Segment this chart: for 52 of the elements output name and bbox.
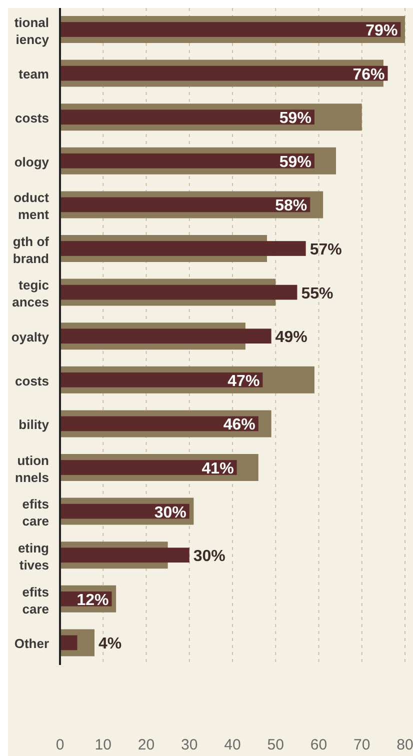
bar (60, 460, 237, 475)
y-tick-label: gth of brand (12, 234, 50, 266)
bar (60, 284, 298, 300)
data-label: 58% (275, 198, 308, 215)
x-tick-label: 20 (138, 736, 155, 754)
y-tick-label: costs (15, 373, 49, 388)
y-tick-label: efits care (22, 584, 49, 616)
y-tick-label: oyalty (11, 330, 50, 344)
data-label: 30% (193, 548, 226, 566)
x-tick-label: 40 (224, 736, 241, 754)
bar (60, 548, 190, 563)
x-tick-label: 80 (396, 736, 413, 754)
y-tick-label: tegic ances (12, 278, 49, 310)
x-tick-label: 30 (181, 736, 198, 754)
bar (60, 153, 314, 168)
data-label: 47% (228, 372, 260, 390)
data-label: 57% (310, 242, 342, 258)
data-label: 30% (154, 504, 186, 522)
data-label: 59% (279, 154, 312, 171)
data-label: 4% (98, 636, 122, 653)
y-tick-label: costs (15, 110, 49, 126)
y-tick-label: tional iency (14, 14, 50, 47)
y-tick-label: team (18, 66, 49, 82)
y-tick-label: Other (14, 636, 49, 652)
y-tick-label: efits care (22, 496, 49, 529)
bar (60, 328, 272, 344)
y-tick-label: bility (18, 417, 50, 432)
bar (60, 66, 388, 81)
data-label: 41% (202, 460, 234, 478)
y-tick-label: ution nnels (15, 452, 50, 485)
bar (60, 241, 306, 256)
y-tick-label: oduct ment (14, 190, 50, 222)
x-tick-label: 70 (354, 736, 370, 754)
data-label: 49% (275, 329, 308, 346)
bar (60, 416, 258, 432)
data-label: 55% (301, 285, 334, 302)
data-label: 59% (279, 110, 312, 128)
bar (60, 22, 401, 37)
y-tick-label: ology (14, 154, 50, 170)
y-tick-label: eting tives (18, 540, 50, 572)
bar (60, 197, 310, 212)
x-tick-label: 10 (94, 736, 112, 754)
x-tick-label: 0 (56, 736, 64, 754)
data-label: 76% (352, 66, 385, 84)
bar (60, 372, 263, 388)
bar (60, 635, 78, 650)
data-label: 79% (366, 22, 398, 40)
bar (60, 110, 314, 125)
x-tick-label: 50 (267, 736, 284, 754)
data-label: 12% (76, 592, 109, 609)
x-tick-label: 60 (310, 736, 328, 754)
data-label: 46% (223, 416, 256, 434)
